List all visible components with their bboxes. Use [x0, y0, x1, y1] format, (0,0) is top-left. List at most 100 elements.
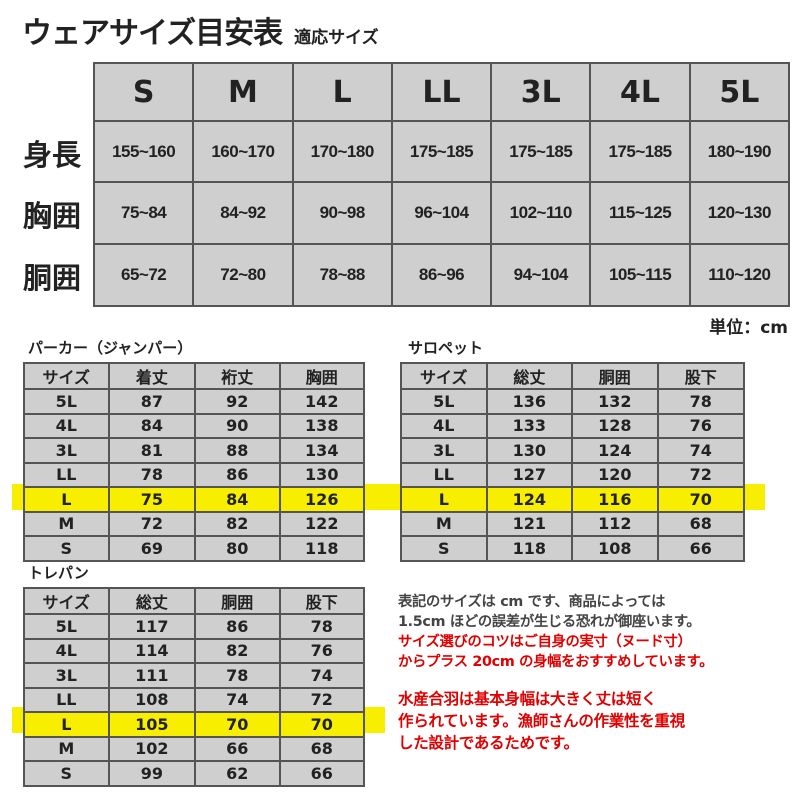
table-row: 5L 87 92 142: [23, 388, 365, 415]
table-cell: LL: [400, 461, 488, 488]
table-cell: 122: [278, 510, 365, 537]
measure-cell: 175~185: [490, 120, 592, 183]
measure-row: 65~72 72~80 78~88 86~96 94~104 105~115 110~120: [92, 243, 791, 307]
measure-cell: 78~88: [291, 243, 393, 307]
column-header: サイズ: [23, 362, 110, 390]
table-cell: 66: [656, 535, 746, 562]
size-table: サイズ 総丈 胴囲 股下 5L 117 86 78 4L 114 82 76 3L 111 78 74 LL 10…: [23, 587, 366, 787]
table-cell: 84: [107, 412, 197, 439]
table-cell: 74: [656, 437, 746, 464]
measure-cell: 65~72: [92, 243, 195, 307]
page-title: ウェアサイズ目安表 適応サイズ: [22, 8, 379, 52]
column-header: 裄丈: [194, 362, 281, 390]
size-header-row: S M L LL 3L 4L 5L: [92, 62, 791, 122]
note-line: 水産合羽は基本身幅は大きく丈は短く: [398, 690, 657, 708]
subtitle: 適応サイズ: [294, 28, 379, 48]
measure-cell: 120~130: [688, 181, 791, 245]
table-row: 4L 114 82 76: [23, 637, 366, 664]
table-cell: 3L: [23, 662, 110, 689]
table-cell: 108: [571, 535, 659, 562]
table-row: L 105 70 70: [23, 711, 366, 738]
table-cell: 84: [194, 486, 281, 513]
size-header-cell: S: [92, 62, 195, 122]
table-row: S 118 108 66: [400, 535, 746, 562]
table-cell: 86: [194, 613, 281, 640]
table-row: 3L 111 78 74: [23, 662, 366, 689]
measure-cell: 84~92: [192, 181, 294, 245]
table-cell: 117: [107, 613, 197, 640]
table-cell: 111: [107, 662, 197, 689]
size-header-cell: M: [192, 62, 294, 122]
table-header-row: サイズ 着丈 裄丈 胸囲: [23, 362, 365, 390]
row-label: 胴囲: [22, 261, 81, 295]
column-header: サイズ: [400, 362, 488, 390]
table-cell: 82: [194, 637, 281, 664]
table-cell: 105: [107, 711, 197, 738]
note-line: サイズ選びのコツはご自身の実寸（ヌード寸）: [398, 634, 692, 650]
table-cell: 108: [107, 686, 197, 713]
table-cell: 4L: [23, 412, 110, 439]
table-cell: 74: [194, 686, 281, 713]
table-cell: LL: [23, 461, 110, 488]
measure-cell: 160~170: [192, 120, 294, 183]
table-cell: 78: [107, 461, 197, 488]
measure-row: 75~84 84~92 90~98 96~104 102~110 115~125 120~1…: [92, 181, 791, 245]
size-header-cell: 4L: [589, 62, 691, 122]
table-cell: L: [23, 711, 110, 738]
measure-cell: 105~115: [589, 243, 691, 307]
size-table: サイズ 着丈 裄丈 胸囲 5L 87 92 142 4L 84 90 138 3L 81 88 134 LL 78…: [23, 362, 365, 562]
table-cell: 68: [656, 510, 746, 537]
table-cell: 130: [485, 437, 574, 464]
column-header: 胴囲: [194, 587, 281, 615]
table-cell: 87: [107, 388, 197, 415]
table-cell: 114: [107, 637, 197, 664]
table-cell: 72: [107, 510, 197, 537]
column-header: サイズ: [23, 587, 110, 615]
table-cell: 80: [194, 535, 281, 562]
table-cell: 82: [194, 510, 281, 537]
table-cell: 130: [278, 461, 365, 488]
table-cell: 5L: [23, 613, 110, 640]
table-cell: 4L: [23, 637, 110, 664]
table-cell: 69: [107, 535, 197, 562]
column-header: 胸囲: [278, 362, 365, 390]
size-header-cell: L: [291, 62, 393, 122]
table-row: LL 78 86 130: [23, 461, 365, 488]
table-cell: 133: [485, 412, 574, 439]
measure-cell: 75~84: [92, 181, 195, 245]
column-header: 股下: [278, 587, 366, 615]
note-line: した設計であるためです。: [398, 734, 579, 752]
column-header: 胴囲: [571, 362, 659, 390]
table-cell: 5L: [400, 388, 488, 415]
table-cell: S: [23, 535, 110, 562]
table-row: 3L 81 88 134: [23, 437, 365, 464]
measure-cell: 86~96: [390, 243, 493, 307]
table-row: M 102 66 68: [23, 735, 366, 762]
table-row: 5L 117 86 78: [23, 613, 366, 640]
table-cell: S: [23, 760, 110, 787]
table-cell: 124: [485, 486, 574, 513]
table-cell: 75: [107, 486, 197, 513]
table-cell: 81: [107, 437, 197, 464]
table-cell: M: [23, 510, 110, 537]
table-cell: 128: [571, 412, 659, 439]
table-cell: 88: [194, 437, 281, 464]
table-cell: 102: [107, 735, 197, 762]
table-cell: 136: [485, 388, 574, 415]
table-row: S 99 62 66: [23, 760, 366, 787]
table-cell: 99: [107, 760, 197, 787]
table-cell: 78: [278, 613, 366, 640]
table-cell: 70: [194, 711, 281, 738]
table-cell: 132: [571, 388, 659, 415]
measure-cell: 170~180: [291, 120, 393, 183]
column-header: 着丈: [107, 362, 197, 390]
table-cell: 118: [278, 535, 365, 562]
note-size-tip: サイズ選びのコツはご自身の実寸（ヌード寸） からプラス 20cm の身幅をおすす…: [398, 632, 714, 672]
measure-cell: 94~104: [490, 243, 592, 307]
table-cell: 68: [278, 735, 366, 762]
table-cell: 124: [571, 437, 659, 464]
table-row: L 75 84 126: [23, 486, 365, 513]
note-measurement: 表記のサイズは cm です、商品によっては 1.5cm ほどの誤差が生じる恐れが…: [398, 592, 701, 632]
table-cell: S: [400, 535, 488, 562]
table-row: LL 127 120 72: [400, 461, 746, 488]
